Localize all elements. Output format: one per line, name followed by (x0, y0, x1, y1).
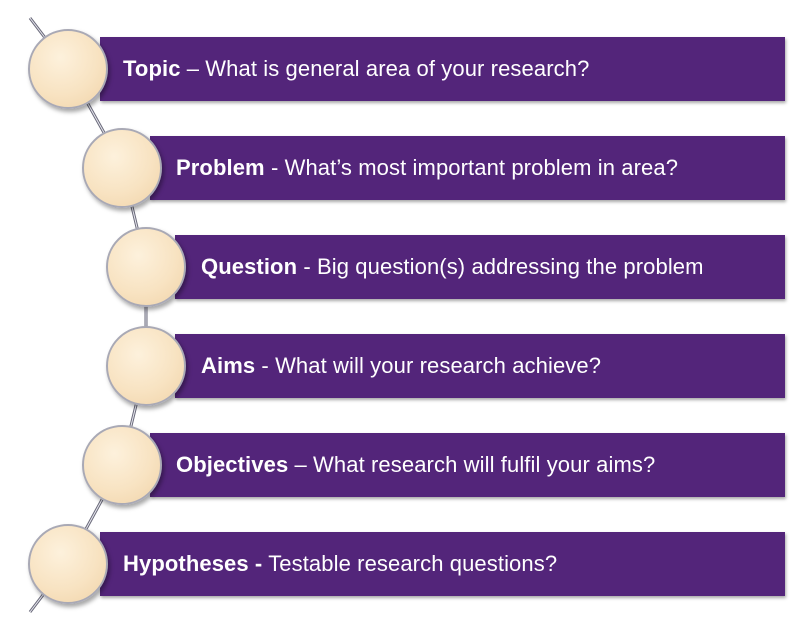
step-circle-hypotheses (28, 524, 108, 604)
step-description: What’s most important problem in area? (284, 155, 679, 180)
step-bar-hypotheses: Hypotheses - Testable research questions… (100, 532, 785, 596)
step-label-aims: Aims - What will your research achieve? (201, 353, 601, 379)
step-description: What is general area of your research? (205, 56, 590, 81)
step-description: What will your research achieve? (275, 353, 602, 378)
step-term: Topic (123, 56, 181, 81)
step-bar-aims: Aims - What will your research achieve? (175, 334, 785, 398)
step-label-hypotheses: Hypotheses - Testable research questions… (123, 551, 557, 577)
step-circle-objectives (82, 425, 162, 505)
step-circle-topic (28, 29, 108, 109)
step-circle-aims (106, 326, 186, 406)
step-label-problem: Problem - What’s most important problem … (176, 155, 678, 181)
step-circle-question (106, 227, 186, 307)
step-separator: - (264, 155, 285, 180)
step-label-topic: Topic – What is general area of your res… (123, 56, 589, 82)
step-bar-problem: Problem - What’s most important problem … (150, 136, 785, 200)
step-description: What research will fulfil your aims? (313, 452, 656, 477)
step-circle-problem (82, 128, 162, 208)
step-separator: – (180, 56, 206, 81)
step-term: Problem (176, 155, 265, 180)
step-label-question: Question - Big question(s) addressing th… (201, 254, 704, 280)
step-term: Objectives (176, 452, 289, 477)
step-description: Testable research questions? (268, 551, 558, 576)
step-term: Hypotheses - (123, 551, 263, 576)
step-separator: - (255, 353, 276, 378)
step-separator: – (288, 452, 314, 477)
step-separator: - (297, 254, 317, 279)
step-bar-objectives: Objectives – What research will fulfil y… (150, 433, 785, 497)
step-term: Aims (201, 353, 256, 378)
step-bar-topic: Topic – What is general area of your res… (100, 37, 785, 101)
step-description: Big question(s) addressing the problem (317, 254, 704, 279)
step-term: Question (201, 254, 298, 279)
step-bar-question: Question - Big question(s) addressing th… (175, 235, 785, 299)
step-label-objectives: Objectives – What research will fulfil y… (176, 452, 655, 478)
